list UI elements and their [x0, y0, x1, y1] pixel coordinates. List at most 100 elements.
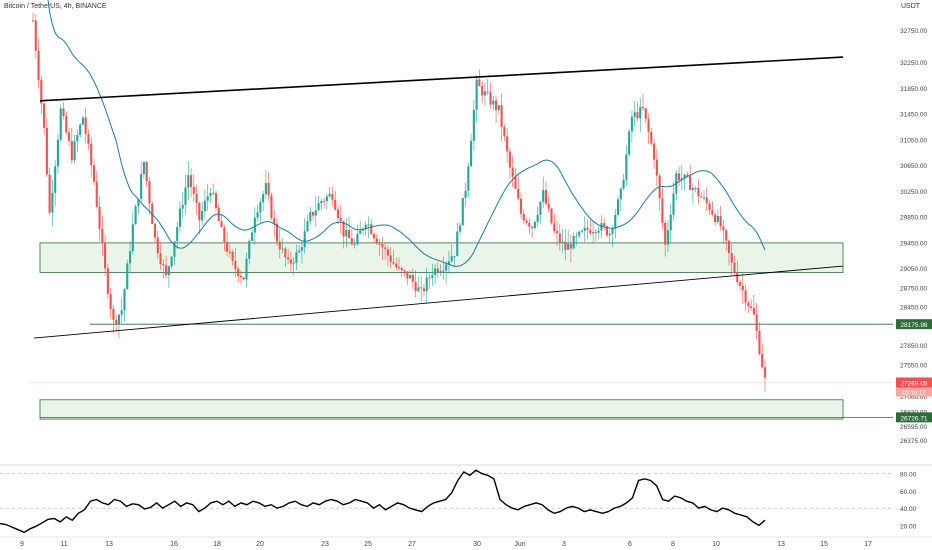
candle-body [639, 107, 642, 119]
upper-trend-line [39, 56, 844, 102]
candle-body [411, 275, 414, 282]
candle-body [700, 196, 703, 198]
candle-body [741, 285, 744, 291]
moving-average [47, 0, 766, 267]
candle-body [309, 212, 312, 222]
candle-body [458, 225, 462, 232]
candle-body [79, 124, 82, 135]
x-tick-label: Jun [514, 541, 525, 548]
candle-body [478, 79, 481, 87]
candle-body [270, 195, 273, 219]
candle-body [306, 221, 309, 232]
candle-body [209, 192, 212, 197]
candle-body [242, 277, 245, 280]
candle-body [425, 277, 428, 292]
candle-body [389, 255, 392, 262]
candle-body [378, 243, 381, 245]
candle-body [314, 210, 317, 216]
countdown-label: 02:19:17 [902, 391, 926, 397]
candle-body [275, 223, 279, 242]
candle-body [708, 203, 711, 210]
candle-body [237, 268, 240, 276]
demand-zone-lower [39, 399, 844, 420]
x-tick-label: 11 [60, 541, 67, 548]
candle-body [145, 161, 148, 182]
candle-body [201, 211, 204, 221]
candle-body [727, 240, 731, 254]
x-tick-label: 17 [864, 541, 872, 548]
candle-body [37, 50, 40, 80]
candle-body [555, 231, 559, 234]
candle-body [744, 290, 747, 303]
candle-body [503, 127, 506, 137]
candle-body [747, 302, 750, 307]
candle-body [439, 271, 442, 273]
candle-body [84, 117, 87, 134]
candle-body [539, 201, 542, 215]
candle-body [614, 214, 617, 229]
candle-body [214, 193, 218, 209]
candle-body [447, 261, 450, 265]
price-tick-label: 29450.00 [900, 240, 927, 247]
candle-body [106, 268, 109, 294]
price-tick-label: 27060.00 [900, 394, 927, 401]
candle-body [90, 143, 93, 166]
candle-body [140, 174, 143, 199]
candle-body [669, 214, 672, 231]
candle-body [550, 208, 553, 224]
candle-body [153, 223, 157, 238]
candle-body [98, 206, 101, 229]
price-tick-label: 27850.00 [900, 343, 927, 350]
candle-body [464, 190, 467, 198]
candle-body [677, 173, 681, 181]
candle-body [298, 250, 301, 253]
candle-body [165, 265, 168, 276]
candle-body [561, 241, 564, 243]
candle-body [702, 197, 706, 199]
candle-body [666, 230, 670, 245]
oscillator-line [0, 469, 766, 534]
candle-body [619, 188, 622, 200]
candle-body [738, 282, 742, 286]
candle-body [112, 308, 115, 320]
candle-body [686, 174, 689, 176]
candle-body [636, 112, 639, 119]
candle-body [345, 230, 348, 237]
candle-body [392, 261, 395, 264]
candle-body [339, 218, 342, 221]
candle-body [725, 230, 728, 241]
candle-body [467, 166, 470, 191]
candle-body [350, 238, 353, 245]
price-tick-label: 29850.00 [900, 215, 927, 222]
price-tick-label: 28750.00 [900, 285, 927, 292]
candle-body [481, 86, 484, 96]
candle-body [592, 232, 595, 234]
candle-body [641, 107, 645, 109]
price-tick-label: 32750.00 [900, 28, 927, 35]
candle-body [763, 367, 767, 378]
x-tick-label: 25 [364, 541, 372, 548]
candle-body [630, 116, 633, 132]
price-unit: USDT [901, 3, 921, 10]
candle-body [403, 270, 406, 272]
candle-body [730, 253, 733, 263]
candle-body [220, 221, 223, 228]
candle-body [372, 234, 376, 239]
candle-body [714, 214, 717, 223]
candle-body [264, 183, 267, 195]
candle-body [494, 100, 498, 111]
x-tick-label: 6 [628, 541, 632, 548]
candle-body [262, 194, 265, 203]
candle-body [616, 199, 620, 215]
candle-body [311, 212, 315, 216]
candle-body [70, 141, 73, 161]
trend-lines [33, 56, 844, 339]
level-badge-lower-bg [896, 412, 932, 423]
price-tick-label: 27550.00 [900, 362, 927, 369]
lower-trend-line [33, 265, 844, 339]
candle-body [716, 216, 719, 223]
candle-body [323, 200, 326, 202]
candle-body [492, 100, 495, 105]
current-price-badge: 27269.05 [900, 380, 927, 387]
